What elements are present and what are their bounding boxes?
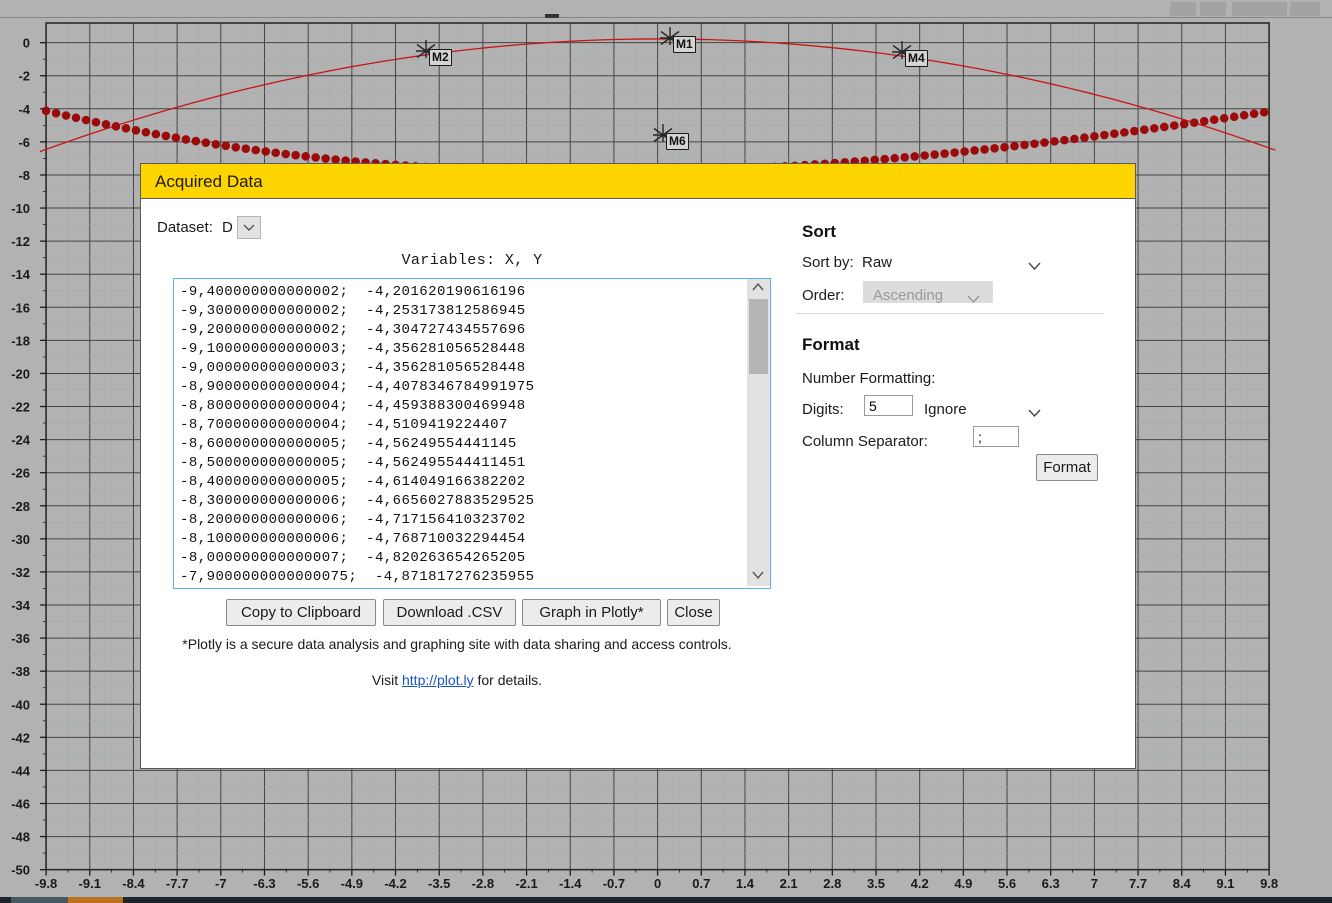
svg-text:-12: -12 (11, 234, 30, 249)
svg-text:-18: -18 (11, 333, 30, 348)
svg-text:-20: -20 (11, 366, 30, 381)
svg-text:2.1: 2.1 (780, 876, 798, 891)
svg-text:5.6: 5.6 (998, 876, 1016, 891)
svg-text:-44: -44 (11, 763, 31, 778)
svg-text:-24: -24 (11, 433, 31, 448)
svg-text:-4.2: -4.2 (384, 876, 406, 891)
svg-text:4.2: 4.2 (911, 876, 929, 891)
svg-text:3.5: 3.5 (867, 876, 885, 891)
svg-text:-38: -38 (11, 664, 30, 679)
svg-text:7: 7 (1091, 876, 1098, 891)
svg-text:-9.8: -9.8 (35, 876, 57, 891)
svg-text:-28: -28 (11, 499, 30, 514)
svg-text:1.4: 1.4 (736, 876, 755, 891)
svg-text:6.3: 6.3 (1042, 876, 1060, 891)
svg-text:-14: -14 (11, 267, 31, 282)
svg-text:-32: -32 (11, 565, 30, 580)
svg-text:7.7: 7.7 (1129, 876, 1147, 891)
svg-text:-48: -48 (11, 830, 30, 845)
svg-text:4.9: 4.9 (954, 876, 972, 891)
svg-text:0: 0 (654, 876, 661, 891)
svg-text:-7.7: -7.7 (166, 876, 188, 891)
svg-text:9.1: 9.1 (1216, 876, 1234, 891)
svg-text:-34: -34 (11, 598, 31, 613)
svg-text:-16: -16 (11, 300, 30, 315)
svg-text:-0.7: -0.7 (603, 876, 625, 891)
svg-text:8.4: 8.4 (1173, 876, 1192, 891)
svg-text:-36: -36 (11, 631, 30, 646)
svg-text:-46: -46 (11, 796, 30, 811)
svg-text:-6: -6 (18, 135, 30, 150)
svg-text:-5.6: -5.6 (297, 876, 319, 891)
svg-text:-2.1: -2.1 (515, 876, 537, 891)
svg-text:0: 0 (23, 36, 30, 51)
svg-text:0.7: 0.7 (692, 876, 710, 891)
svg-text:-8: -8 (18, 168, 30, 183)
svg-text:-6.3: -6.3 (253, 876, 275, 891)
svg-text:-4: -4 (18, 102, 30, 117)
svg-text:-2: -2 (18, 69, 30, 84)
svg-text:-40: -40 (11, 697, 30, 712)
svg-text:-2.8: -2.8 (472, 876, 494, 891)
svg-text:-26: -26 (11, 466, 30, 481)
svg-text:-7: -7 (215, 876, 227, 891)
svg-text:-42: -42 (11, 730, 30, 745)
svg-text:-1.4: -1.4 (559, 876, 582, 891)
svg-text:-30: -30 (11, 532, 30, 547)
svg-text:9.8: 9.8 (1260, 876, 1278, 891)
svg-text:-9.1: -9.1 (79, 876, 101, 891)
svg-text:2.8: 2.8 (823, 876, 841, 891)
svg-text:-3.5: -3.5 (428, 876, 450, 891)
svg-text:-22: -22 (11, 400, 30, 415)
svg-text:-8.4: -8.4 (122, 876, 145, 891)
svg-text:-4.9: -4.9 (341, 876, 363, 891)
svg-text:-50: -50 (11, 863, 30, 878)
svg-text:-10: -10 (11, 201, 30, 216)
